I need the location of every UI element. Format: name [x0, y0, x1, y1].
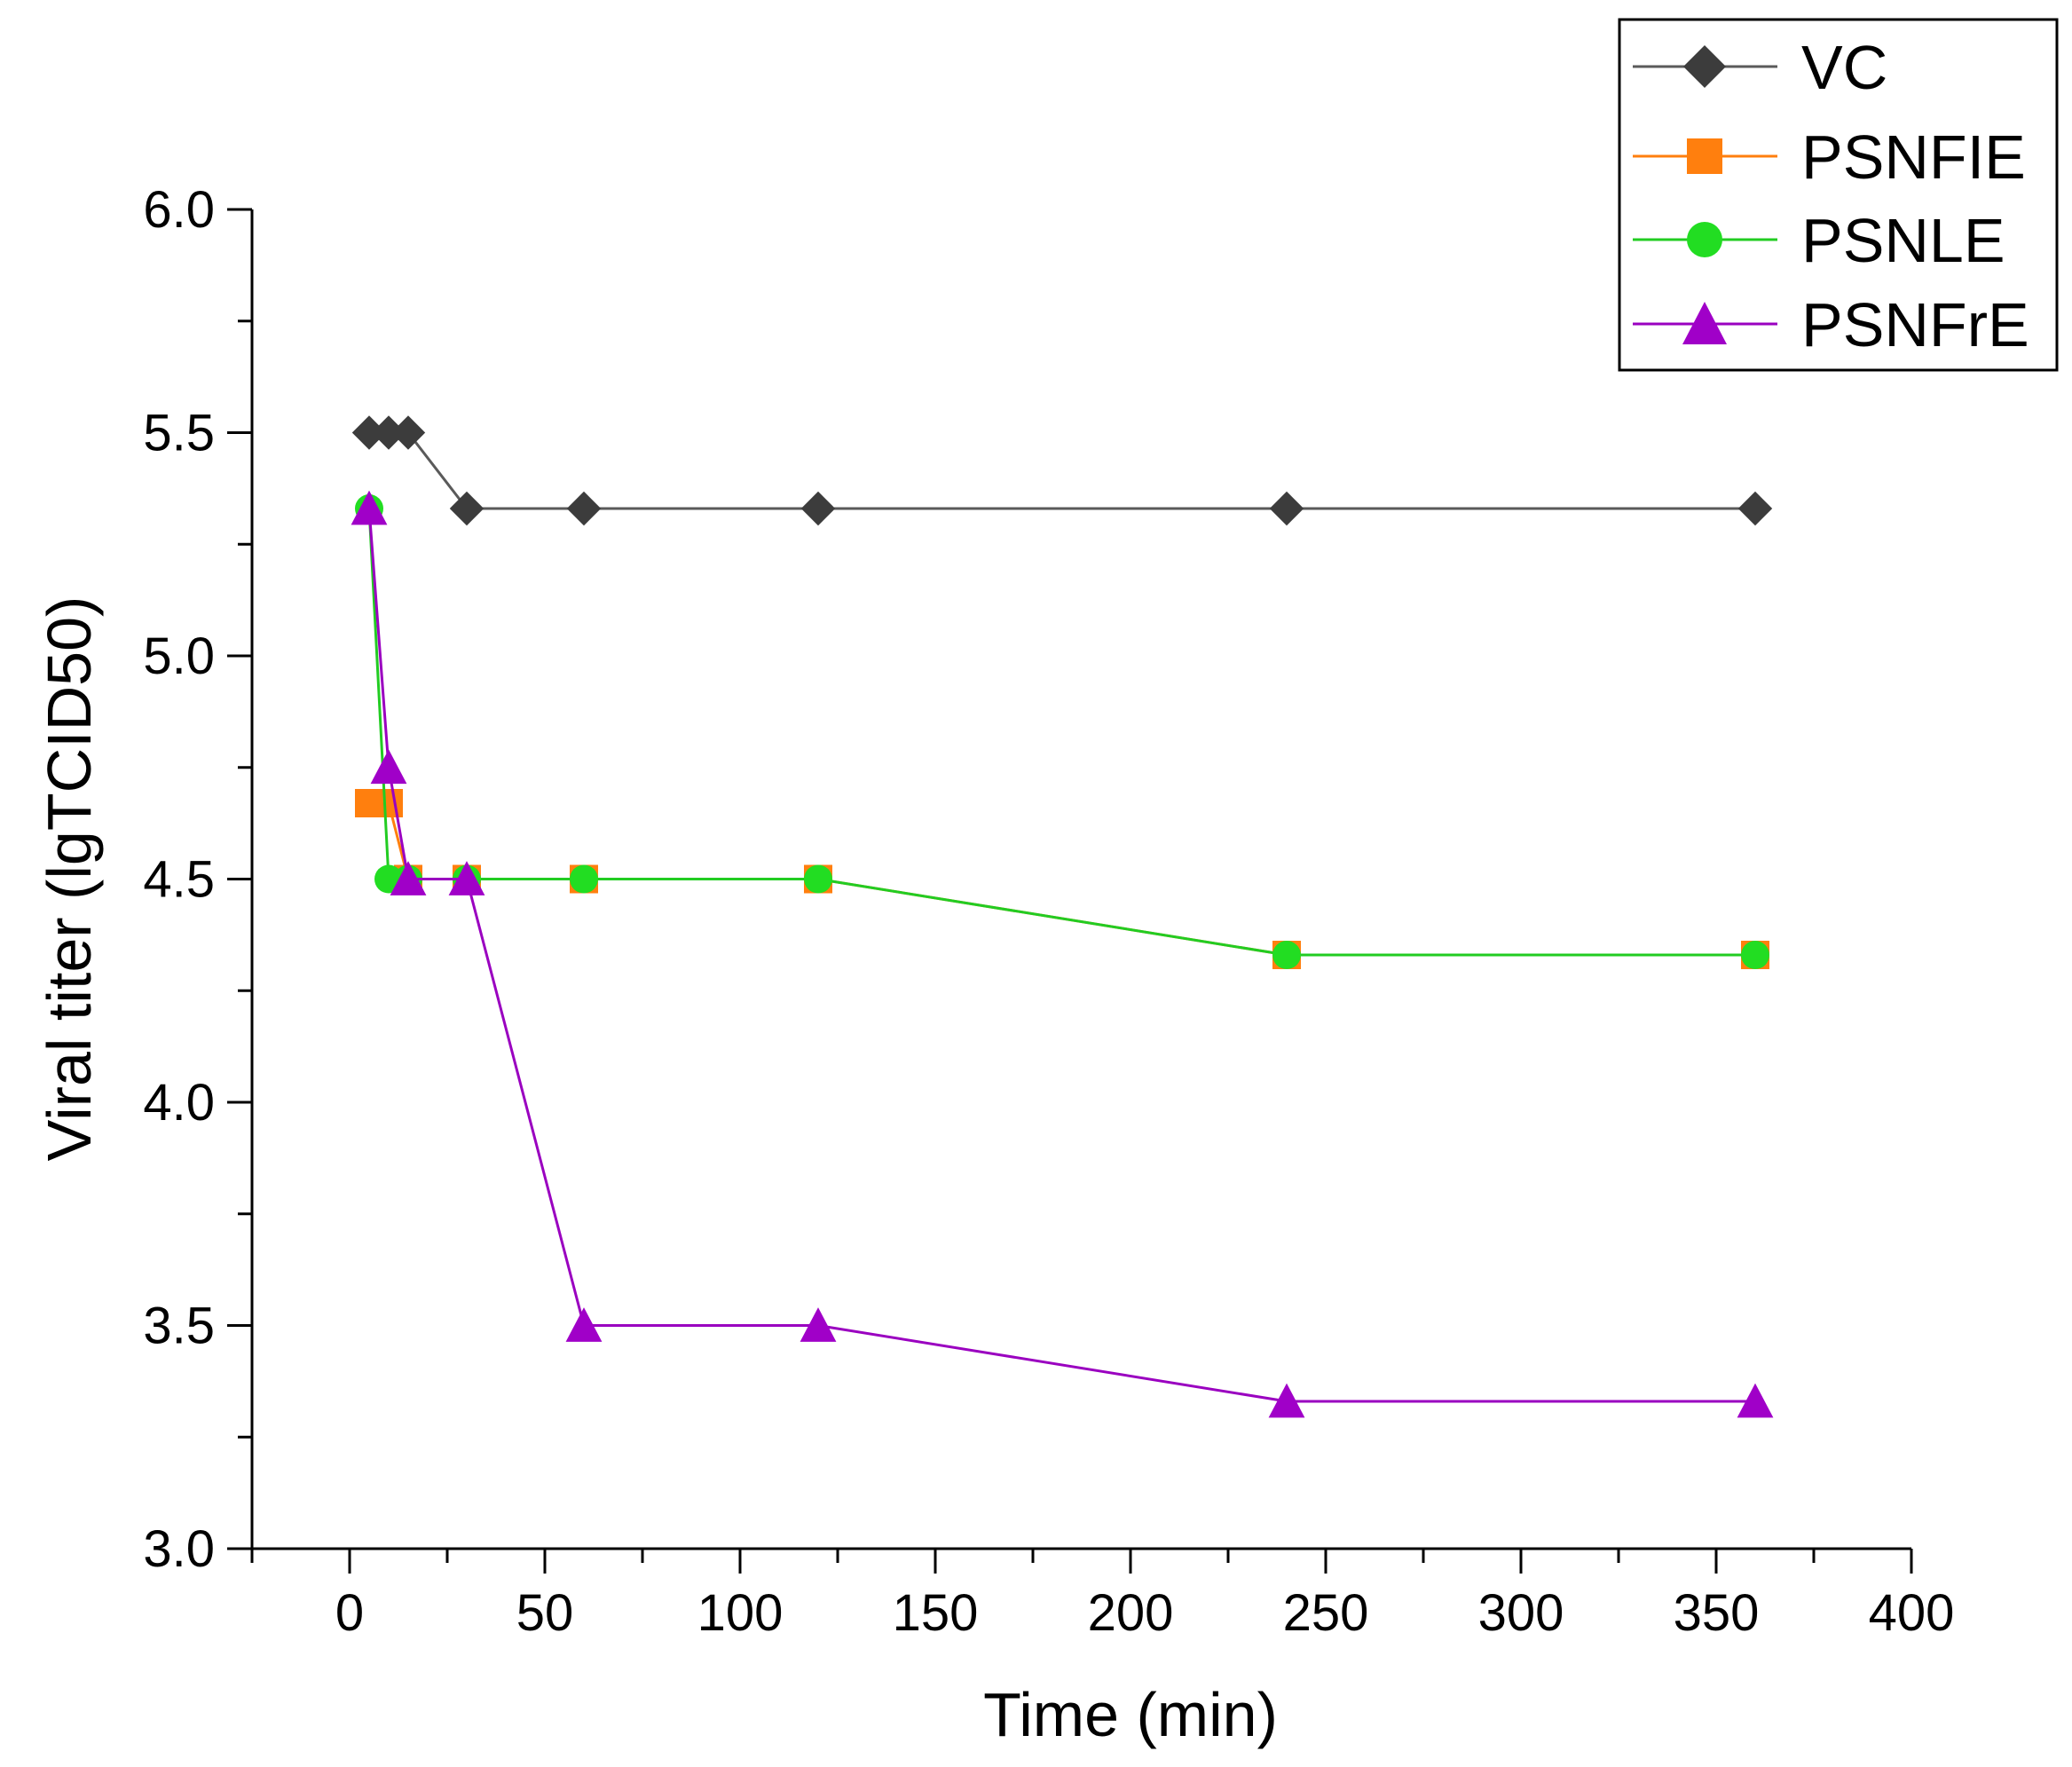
data-point-vc	[371, 415, 406, 450]
x-tick-label: 300	[1478, 1584, 1564, 1642]
data-point-psnfie	[374, 788, 403, 817]
x-tick-label: 250	[1283, 1584, 1369, 1642]
legend-item-psnle: PSNLE	[1633, 206, 2005, 275]
legend-marker	[1687, 138, 1722, 174]
data-point-psnfre	[800, 1307, 837, 1342]
y-tick-label: 4.5	[143, 851, 215, 909]
legend-marker	[1687, 222, 1722, 257]
y-tick-label: 5.0	[143, 627, 215, 685]
legend-marker	[1683, 45, 1726, 88]
data-point-vc	[351, 415, 387, 450]
data-point-vc	[800, 491, 836, 526]
data-point-psnfre	[1737, 1383, 1774, 1418]
y-tick-label: 3.0	[143, 1520, 215, 1578]
data-point-psnle	[804, 864, 832, 894]
x-tick-label: 0	[335, 1584, 364, 1642]
series-vc	[351, 415, 1773, 526]
series	[351, 415, 1774, 1418]
legend-label: PSNFIE	[1801, 122, 2026, 192]
y-tick-label: 3.5	[143, 1298, 215, 1355]
x-tick-label: 100	[697, 1584, 784, 1642]
x-tick-label: 150	[893, 1584, 979, 1642]
y-tick-label: 6.0	[143, 181, 215, 239]
data-point-vc	[1737, 491, 1773, 526]
legend-marker	[1682, 302, 1727, 344]
x-tick-label: 200	[1088, 1584, 1174, 1642]
data-point-vc	[449, 491, 485, 526]
legend-label: PSNLE	[1801, 206, 2005, 275]
y-tick-label: 5.5	[143, 405, 215, 462]
data-point-psnfre	[390, 861, 427, 895]
data-point-psnfre	[351, 490, 388, 525]
y-tick-label: 4.0	[143, 1074, 215, 1132]
legend-item-psnfre: PSNFrE	[1633, 290, 2029, 359]
x-axis-title: Time (min)	[983, 1680, 1278, 1749]
data-point-psnfre	[1268, 1383, 1305, 1418]
x-tick-label: 50	[516, 1584, 574, 1642]
y-axis-title: Viral titer (lgTCID50)	[35, 596, 104, 1162]
data-point-psnfre	[448, 861, 485, 895]
data-point-vc	[390, 415, 426, 450]
data-point-psnfre	[370, 749, 407, 785]
legend: VC PSNFIE PSNLE PSNFrE	[1618, 18, 2059, 372]
series-line-psnfre	[367, 508, 1755, 1403]
legend-label: PSNFrE	[1801, 290, 2029, 359]
legend-label: VC	[1801, 33, 1887, 102]
data-point-psnfre	[565, 1307, 603, 1342]
data-point-vc	[566, 491, 602, 526]
series-psnfre	[351, 490, 1774, 1418]
legend-box	[1618, 18, 2059, 372]
x-tick-label: 350	[1674, 1584, 1760, 1642]
legend-item-vc: VC	[1633, 33, 1887, 102]
data-point-psnle	[570, 864, 598, 894]
legend-item-psnfie: PSNFIE	[1633, 122, 2026, 192]
data-point-vc	[1269, 491, 1304, 526]
data-point-psnle	[1272, 941, 1301, 970]
data-point-psnle	[1741, 941, 1769, 970]
x-tick-label: 400	[1869, 1584, 1955, 1642]
ticks: 3.0 3.5 4.0 4.5 5.0 5.5 6.0 0 50 100 150 200 250 300 3…	[143, 181, 1954, 1642]
